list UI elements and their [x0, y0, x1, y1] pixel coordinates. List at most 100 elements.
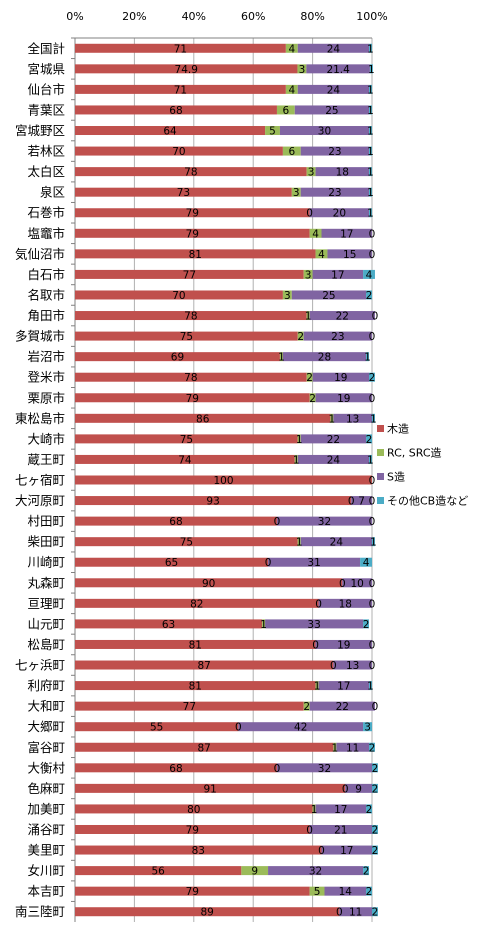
- bar-segment: [300, 434, 367, 444]
- data-label: 1: [367, 126, 374, 138]
- category-label: 南三陸町: [15, 904, 65, 919]
- data-label: 1: [370, 537, 377, 549]
- bar-segment: [75, 352, 280, 362]
- bar-segment: [75, 804, 313, 814]
- data-label: 1: [367, 84, 374, 96]
- category-label: 村田町: [27, 514, 65, 529]
- data-label: 1: [367, 454, 374, 466]
- bar-segment: [75, 393, 310, 403]
- category-label: 丸森町: [27, 575, 65, 590]
- data-label: 73: [177, 187, 190, 199]
- legend-swatch: [377, 449, 384, 456]
- data-label: 3: [293, 187, 300, 199]
- data-label: 70: [172, 290, 185, 302]
- legend-label: RC, SRC造: [387, 446, 442, 460]
- bar-segment: [366, 290, 372, 300]
- category-label: 角田市: [27, 308, 65, 323]
- legend-label: その他CB造など: [387, 494, 468, 508]
- bar-segment: [303, 701, 310, 711]
- bar-segment: [276, 763, 372, 773]
- category-label: 利府町: [27, 678, 65, 693]
- category-label: 加美町: [27, 801, 65, 816]
- bar-segment: [315, 393, 372, 403]
- data-label: 11: [346, 742, 359, 754]
- data-label: 1: [278, 352, 285, 364]
- category-label: 青葉区: [27, 102, 65, 117]
- data-label: 1: [296, 537, 303, 549]
- bar-segment: [312, 372, 370, 382]
- bar-segment: [262, 619, 266, 629]
- data-label: 81: [189, 681, 202, 693]
- data-label: 3: [299, 64, 306, 76]
- category-label: 大和町: [27, 699, 65, 714]
- bar-segment: [75, 290, 283, 300]
- category-label: 川崎町: [27, 555, 65, 570]
- data-label: 79: [186, 228, 199, 240]
- legend-label: 木造: [387, 422, 409, 436]
- bar-segment: [276, 516, 372, 526]
- data-label: 93: [206, 496, 219, 508]
- data-label: 74: [178, 454, 192, 466]
- data-label: 0: [369, 660, 376, 672]
- data-label: 2: [306, 372, 313, 384]
- data-label: 25: [322, 290, 335, 302]
- legend-swatch: [377, 425, 384, 432]
- bar-segment: [312, 269, 364, 279]
- data-label: 71: [174, 84, 187, 96]
- bar-segment: [282, 290, 292, 300]
- data-label: 0: [369, 249, 376, 261]
- data-label: 1: [329, 413, 336, 425]
- data-label: 6: [283, 105, 290, 117]
- data-label: 19: [337, 639, 350, 651]
- data-label: 13: [346, 660, 359, 672]
- data-label: 81: [189, 639, 202, 651]
- data-label: 28: [318, 352, 331, 364]
- bar-segment: [75, 598, 319, 608]
- data-label: 2: [372, 763, 379, 775]
- data-label: 2: [372, 824, 379, 836]
- bar-segment: [369, 126, 372, 136]
- data-label: 2: [369, 742, 376, 754]
- bar-segment: [306, 311, 310, 321]
- x-tick-label: 60%: [241, 10, 265, 23]
- data-label: 19: [337, 393, 350, 405]
- bar-segment: [75, 557, 269, 567]
- bar-segment: [366, 352, 370, 362]
- category-label: 石巻市: [27, 205, 65, 220]
- data-label: 71: [174, 43, 187, 55]
- category-label: 松島町: [27, 637, 65, 652]
- data-label: 0: [369, 496, 376, 508]
- bar-segment: [75, 84, 286, 94]
- data-label: 4: [288, 84, 295, 96]
- category-label: 多賀城市: [15, 329, 65, 344]
- bar-segment: [75, 660, 334, 670]
- bar-segment: [333, 413, 372, 423]
- bar-segment: [336, 742, 370, 752]
- bar-segment: [372, 783, 378, 793]
- bar-segment: [309, 228, 322, 238]
- bar-segment: [315, 681, 319, 691]
- bar-segment: [366, 804, 372, 814]
- data-label: 24: [327, 43, 341, 55]
- bar-segment: [75, 434, 298, 444]
- bar-segment: [75, 496, 352, 506]
- bar-segment: [285, 43, 298, 53]
- category-label: 泉区: [40, 185, 65, 200]
- bar-segment: [75, 413, 331, 423]
- bar-segment: [75, 105, 277, 115]
- category-label: 塩竈市: [27, 226, 65, 241]
- data-label: 24: [330, 537, 344, 549]
- bar-segment: [75, 454, 295, 464]
- bar-segment: [75, 845, 322, 855]
- bar-segment: [372, 537, 375, 547]
- bar-segment: [75, 537, 298, 547]
- bar-segment: [75, 516, 277, 526]
- category-label: 色麻町: [27, 781, 65, 796]
- bar-segment: [268, 557, 361, 567]
- bar-segment: [330, 413, 334, 423]
- category-label: 美里町: [27, 843, 65, 858]
- data-label: 1: [260, 619, 267, 631]
- bar-segment: [369, 64, 373, 74]
